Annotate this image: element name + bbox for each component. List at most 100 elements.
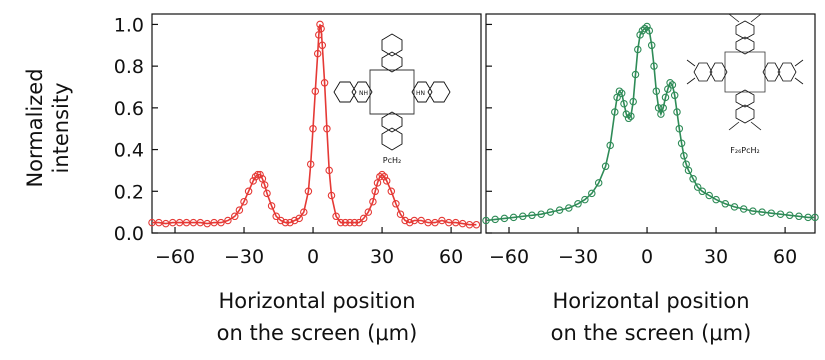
data-point (634, 45, 642, 54)
data-point (249, 177, 257, 185)
data-point (500, 214, 509, 223)
axis-ticks: −60 −30 0 30 60 0.0 0.2 0.4 0.6 0.8 1.0 (114, 14, 463, 268)
data-point (336, 218, 345, 227)
data-point (231, 212, 239, 221)
data-point (712, 195, 720, 204)
data-point (315, 31, 323, 39)
data-point (295, 214, 303, 223)
plot-panel-f26pch2: −60 −30 0 30 60 F₂₆PcH₂ Horizontal position … (482, 13, 819, 345)
data-point (611, 108, 619, 116)
data-point (431, 218, 439, 227)
data-point (645, 26, 654, 35)
data-point (387, 187, 396, 196)
data-markers (148, 20, 481, 229)
data-point (627, 112, 635, 120)
data-point (203, 219, 211, 228)
data-point (581, 195, 589, 204)
y-axis-label: intensity (49, 82, 73, 173)
data-point (405, 218, 414, 227)
x-tick-label: 30 (370, 246, 394, 268)
data-point (417, 216, 425, 225)
x-tick-label: 30 (704, 246, 728, 268)
pch2-molecule-structure: NH HN (333, 33, 451, 151)
data-point (482, 216, 490, 225)
y-tick-label: 1.0 (114, 14, 144, 36)
data-point (311, 87, 320, 95)
data-point (316, 20, 324, 29)
data-point (196, 218, 205, 227)
x-tick-label: −60 (155, 246, 195, 268)
data-point (785, 211, 794, 220)
data-point (601, 162, 610, 171)
data-point (666, 79, 674, 87)
x-axis-label-line1: Horizontal position (552, 289, 749, 313)
data-point (254, 170, 262, 179)
data-point (380, 172, 389, 181)
data-point (306, 160, 315, 168)
data-point (244, 187, 253, 196)
data-point (811, 213, 819, 222)
x-tick-label: 60 (439, 246, 463, 268)
data-point (647, 41, 656, 50)
svg-text:NH: NH (359, 90, 368, 97)
molecule-label-pch2: PcH₂ (383, 156, 401, 165)
data-point (677, 139, 686, 148)
fit-line (152, 24, 477, 226)
data-point (313, 49, 322, 58)
data-point (364, 208, 373, 216)
data-point (519, 212, 527, 221)
data-point (256, 170, 264, 179)
data-point (438, 216, 446, 225)
data-point (528, 211, 536, 220)
data-point (749, 207, 757, 215)
data-point (767, 209, 776, 217)
data-point (378, 170, 386, 179)
data-point (325, 166, 333, 175)
data-point (369, 197, 377, 206)
data-point (624, 114, 633, 123)
data-point (758, 208, 766, 216)
data-point (277, 216, 285, 225)
data-point (359, 214, 368, 223)
data-point (730, 203, 739, 211)
data-point (320, 79, 329, 87)
y-axis-label-line1: Normalized (23, 68, 47, 187)
y-tick-label: 0.6 (114, 98, 144, 120)
data-markers (482, 22, 819, 225)
data-point (491, 215, 499, 224)
x-axis-label-line2: on the screen (μm) (217, 321, 418, 345)
svg-text:HN: HN (416, 90, 425, 97)
data-point (721, 200, 730, 208)
molecule-label-f26pch2: F₂₆PcH₂ (730, 146, 759, 155)
data-point (263, 189, 271, 198)
data-point (401, 216, 409, 225)
data-point (684, 166, 693, 175)
data-point (240, 197, 248, 206)
data-point (636, 31, 644, 39)
data-point (670, 91, 679, 100)
data-point (615, 87, 624, 95)
x-tick-label: −60 (489, 246, 529, 268)
data-point (371, 187, 379, 196)
data-point (327, 191, 336, 200)
data-point (217, 218, 225, 227)
data-point (272, 212, 280, 221)
data-point (332, 212, 340, 221)
data-point (350, 218, 359, 227)
data-point (224, 216, 232, 225)
data-point (617, 89, 626, 98)
y-tick-label: 0.2 (114, 181, 144, 203)
x-tick-label: 60 (773, 246, 797, 268)
plot-panel-pch2: −60 −30 0 30 60 0.0 0.2 0.4 0.6 0.8 1.0 NH HN PcH₂… (114, 13, 482, 345)
data-point (776, 210, 785, 218)
data-point (260, 181, 269, 189)
data-point (555, 206, 564, 214)
data-point (675, 124, 684, 133)
data-point (643, 22, 651, 31)
data-point (396, 210, 405, 218)
data-point (472, 220, 481, 229)
y-axis-label-line2: intensity (49, 82, 73, 173)
data-point (392, 200, 400, 208)
axis-ticks: −60 −30 0 30 60 (486, 23, 797, 268)
data-point (659, 104, 667, 112)
